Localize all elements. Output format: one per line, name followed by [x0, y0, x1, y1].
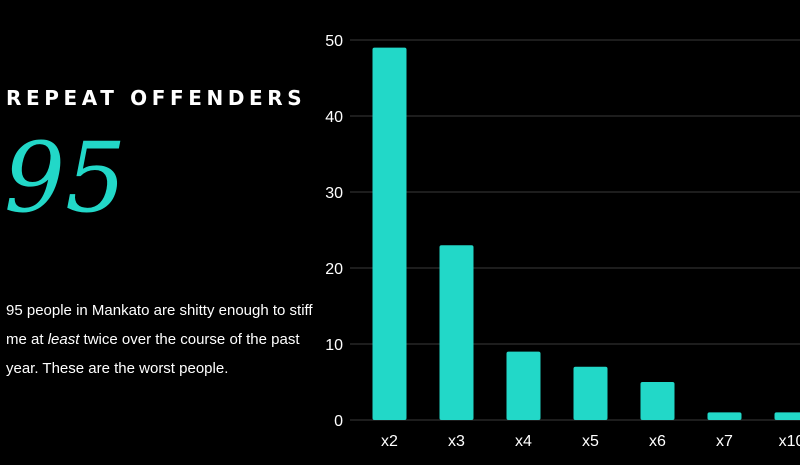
- bar: [573, 366, 608, 420]
- x-tick-label: x7: [716, 433, 733, 450]
- y-tick-label: 10: [325, 337, 343, 354]
- headline-number: 95: [4, 122, 127, 234]
- description-part-2: twice over the course of the past year. …: [6, 331, 300, 377]
- y-tick-label: 0: [334, 413, 343, 430]
- bar: [640, 382, 675, 420]
- description-text: 95 people in Mankato are shitty enough t…: [6, 296, 316, 383]
- x-tick-label: x4: [515, 433, 532, 450]
- y-tick-label: 30: [325, 185, 343, 202]
- bar: [439, 245, 474, 420]
- bar: [774, 412, 800, 420]
- bar: [506, 351, 541, 420]
- bar: [707, 412, 742, 420]
- x-tick-label: x5: [582, 433, 599, 450]
- x-tick-label: x2: [381, 433, 398, 450]
- y-tick-label: 40: [325, 109, 343, 126]
- bar-chart: 0 10 20 30 40 50 x2 x3 x4 x5 x6 x7 x10: [325, 33, 800, 450]
- description-emphasis: least: [47, 331, 80, 348]
- y-tick-label: 20: [325, 261, 343, 278]
- section-heading: REPEAT OFFENDERS: [6, 86, 307, 110]
- description-part-1: 95 people in Mankato are shitty enough t…: [6, 302, 313, 348]
- y-tick-label: 50: [325, 33, 343, 50]
- x-tick-label: x3: [448, 433, 465, 450]
- bar: [372, 47, 407, 420]
- x-tick-label: x6: [649, 433, 666, 450]
- x-tick-label: x10: [779, 433, 800, 450]
